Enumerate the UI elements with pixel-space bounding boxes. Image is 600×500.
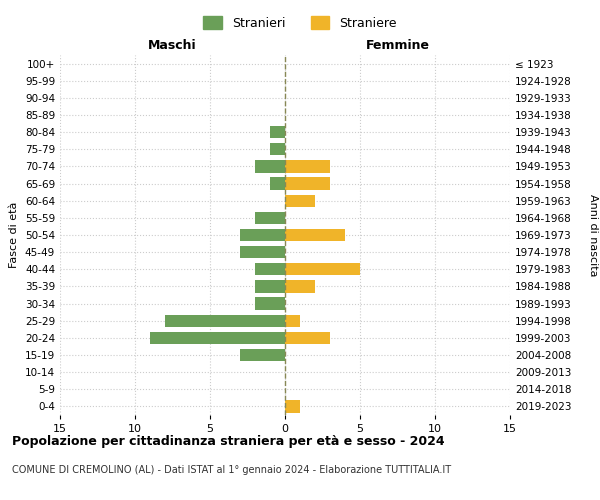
Bar <box>285 229 345 241</box>
Text: Femmine: Femmine <box>365 40 430 52</box>
Bar <box>240 246 285 258</box>
Bar <box>240 349 285 361</box>
Y-axis label: Fasce di età: Fasce di età <box>10 202 19 268</box>
Bar <box>285 280 315 292</box>
Text: Maschi: Maschi <box>148 40 197 52</box>
Bar <box>270 178 285 190</box>
Bar <box>285 178 330 190</box>
Bar <box>165 314 285 327</box>
Bar <box>285 194 315 207</box>
Bar <box>255 212 285 224</box>
Bar <box>270 143 285 156</box>
Legend: Stranieri, Straniere: Stranieri, Straniere <box>198 11 402 35</box>
Y-axis label: Anni di nascita: Anni di nascita <box>588 194 598 276</box>
Text: COMUNE DI CREMOLINO (AL) - Dati ISTAT al 1° gennaio 2024 - Elaborazione TUTTITAL: COMUNE DI CREMOLINO (AL) - Dati ISTAT al… <box>12 465 451 475</box>
Bar <box>255 280 285 292</box>
Bar <box>285 314 300 327</box>
Bar <box>240 229 285 241</box>
Bar <box>285 400 300 412</box>
Bar <box>255 298 285 310</box>
Bar <box>255 263 285 276</box>
Bar <box>285 160 330 172</box>
Text: Popolazione per cittadinanza straniera per età e sesso - 2024: Popolazione per cittadinanza straniera p… <box>12 435 445 448</box>
Bar <box>270 126 285 138</box>
Bar <box>150 332 285 344</box>
Bar <box>255 160 285 172</box>
Bar <box>285 332 330 344</box>
Bar <box>285 263 360 276</box>
